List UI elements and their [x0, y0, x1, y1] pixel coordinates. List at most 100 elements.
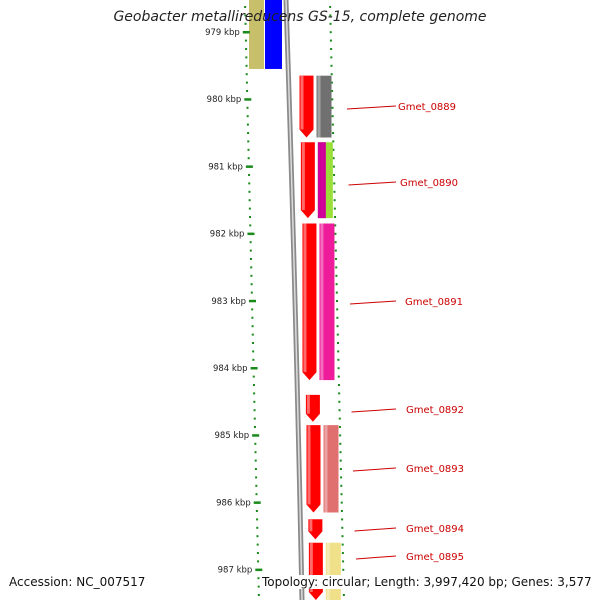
label-leader: [348, 181, 397, 186]
tick-dot-right: [337, 384, 340, 386]
label-leader: [354, 527, 397, 532]
tick-dot-right: [333, 199, 336, 202]
tick-dot-right: [331, 115, 334, 118]
tick-dot-left: [252, 375, 255, 378]
tick-dot-left: [249, 241, 252, 244]
gene-label[interactable]: Gmet_0892: [406, 405, 464, 416]
tick-dot-right: [340, 510, 343, 512]
tick-dot-right: [338, 417, 341, 420]
tick-dot-left: [256, 535, 259, 538]
gene-label[interactable]: Gmet_0889: [398, 102, 456, 113]
tick-dot-right: [337, 358, 340, 361]
label-leader: [351, 408, 397, 413]
tick-dot-right: [338, 392, 341, 395]
tick-dot-left: [245, 81, 248, 84]
tick-dot-left: [247, 157, 250, 160]
tick-dot-left: [249, 249, 252, 252]
gene-box: [316, 75, 332, 138]
tick-dot-right: [330, 56, 333, 59]
tick-dot-right: [342, 594, 345, 596]
tick-dot-right: [341, 543, 344, 546]
tick-dot-right: [340, 476, 343, 479]
tick-dot-left: [245, 56, 248, 59]
tick-dot-right: [336, 342, 339, 344]
tick-dot-right: [331, 90, 334, 92]
tick-dot-left: [250, 258, 253, 260]
tick-dot-right: [336, 325, 339, 328]
tick-dot-right: [335, 258, 338, 260]
tick-dot-left: [257, 577, 260, 580]
tick-dot-left: [247, 140, 250, 143]
tick-dot-right: [333, 207, 336, 210]
tick-dot-right: [335, 266, 338, 269]
cds-arrow-shade: [306, 394, 310, 414]
tick-dot-right: [338, 426, 341, 428]
cds-arrow-shade: [300, 75, 304, 130]
gene-box-shade: [326, 542, 330, 600]
tick-dot-right: [342, 568, 345, 571]
tick-dot-right: [335, 291, 338, 294]
tick-dot-left: [256, 552, 259, 554]
backbone-highlight: [285, 0, 303, 600]
tick-dot-left: [256, 518, 259, 521]
tick-dot-left: [244, 39, 247, 42]
accession-text: Accession: NC_007517: [9, 575, 146, 589]
tick-dot-right: [338, 400, 341, 403]
tick-dot-right: [332, 148, 335, 151]
tick-dot-left: [254, 459, 257, 462]
tick-dot-right: [341, 552, 344, 554]
tick-dot-left: [251, 308, 254, 311]
tick-dot-right: [329, 14, 332, 17]
genome-backbone: [283, 0, 305, 600]
tick-dot-right: [339, 468, 342, 470]
tick-dot-left: [253, 392, 256, 395]
tick-dot-left: [251, 325, 254, 328]
tick-dot-right: [337, 350, 340, 353]
kbp-tick-label: 983 kbp: [211, 297, 246, 307]
tick-dot-right: [336, 316, 339, 319]
genome-title: Geobacter metallireducens GS-15, complet…: [113, 9, 487, 25]
tick-dot-right: [331, 123, 334, 126]
tick-dot-left: [248, 199, 251, 202]
gene-label[interactable]: Gmet_0891: [405, 297, 463, 308]
tick-dot-left: [250, 266, 253, 269]
tick-dot-right: [329, 39, 332, 42]
tick-dot-right: [334, 249, 337, 252]
tick-dot-left: [245, 48, 248, 50]
tick-dot-left: [244, 22, 247, 25]
tick-dot-right: [329, 22, 332, 25]
tick-dot-right: [334, 224, 337, 227]
tick-dot-right: [339, 459, 342, 462]
gene-label[interactable]: Gmet_0890: [400, 178, 458, 189]
tick-dot-left: [256, 543, 259, 546]
tick-dot-left: [246, 115, 249, 118]
kbp-tick-label: 987 kbp: [218, 566, 253, 576]
tick-dot-left: [253, 400, 256, 403]
cds-arrow-shade: [303, 223, 307, 373]
kbp-tick-label: 982 kbp: [210, 230, 245, 240]
tick-dot-right: [333, 190, 336, 193]
kbp-tick-label: 984 kbp: [213, 364, 248, 374]
kbp-tick-mark: [255, 568, 263, 572]
label-leader: [355, 555, 397, 560]
tick-dot-right: [340, 484, 343, 487]
tick-dot-left: [245, 73, 248, 76]
tick-dot-right: [336, 300, 338, 302]
gene-features: [299, 75, 341, 600]
gene-label[interactable]: Gmet_0894: [406, 524, 464, 535]
tick-dot-right: [339, 451, 342, 454]
label-leader: [346, 105, 397, 110]
tick-dot-right: [337, 375, 340, 378]
kbp-ticks: 979 kbp 980 kbp 981 kbp 982 kbp 983 kbp 984 k…: [205, 28, 263, 576]
gene-label[interactable]: Gmet_0895: [406, 552, 464, 563]
kbp-tick-label: 985 kbp: [215, 431, 250, 441]
tick-dot-left: [252, 350, 255, 353]
kbp-tick-mark: [244, 98, 252, 101]
tick-dot-right: [330, 48, 333, 50]
gene-labels: Gmet_0889 Gmet_0890 Gmet_0891 Gmet_0892 Gmet…: [346, 102, 464, 563]
gene-label[interactable]: Gmet_0893: [406, 464, 464, 475]
kbp-tick-mark: [250, 367, 258, 370]
tick-dot-left: [257, 585, 260, 588]
tick-dot-left: [257, 560, 260, 563]
cds-arrow-shade: [309, 519, 313, 532]
